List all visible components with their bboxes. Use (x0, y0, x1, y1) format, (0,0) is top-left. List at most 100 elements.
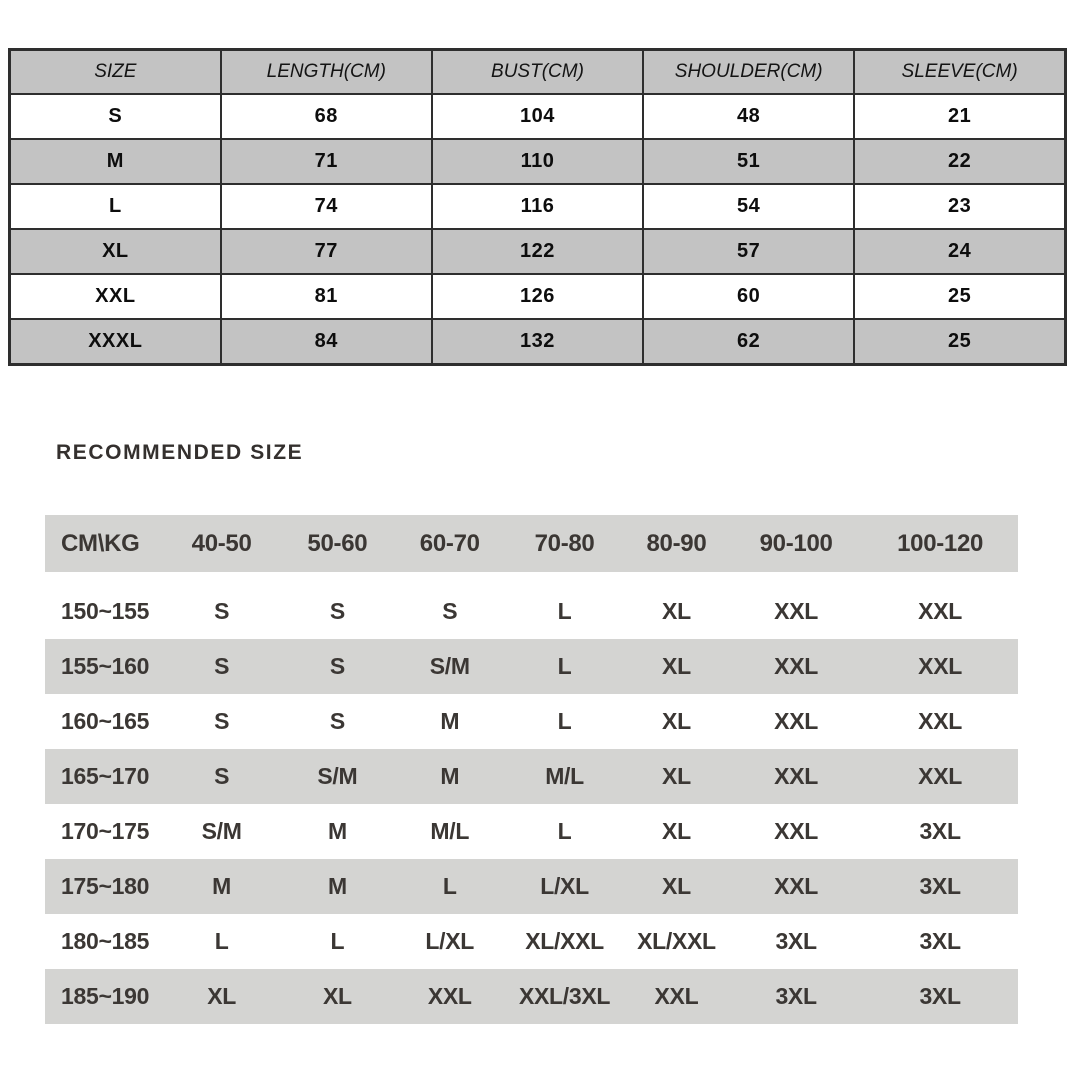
shoulder-cell: 51 (642, 138, 856, 185)
size-value: XXL (427, 983, 472, 1009)
height-range-label: 175~180 (61, 873, 150, 899)
size-value: XXL (918, 598, 962, 624)
size-value: XXL (774, 818, 819, 844)
size-value: S (329, 708, 345, 734)
length-cell: 84 (219, 318, 433, 366)
size-value: S/M (429, 653, 470, 679)
size-value: M (327, 873, 347, 899)
size-value: L (214, 928, 229, 954)
size-value: XL (662, 818, 691, 844)
height-range-label: 150~155 (61, 598, 150, 624)
table-row: 150~155 S S S L XL XXL XXL (45, 584, 1018, 639)
height-range-label: 180~185 (61, 928, 150, 954)
sleeve-cell: 25 (853, 318, 1067, 366)
length-cell: 81 (219, 273, 433, 320)
size-value: XL (662, 653, 691, 679)
size-value: XL/XXL (525, 928, 604, 954)
column-header-sleeve: SLEEVE(CM) (853, 48, 1067, 95)
size-cell: XXXL (8, 318, 222, 366)
table-row: S 68 104 48 21 (8, 93, 1067, 140)
size-value: S (214, 763, 230, 789)
size-value: XXL (918, 708, 962, 734)
table-row: 170~175 S/M M M/L L XL XXL 3XL (45, 804, 1018, 859)
bust-cell: 122 (430, 228, 645, 275)
size-value: XL (207, 983, 236, 1009)
size-value: XXL (774, 708, 819, 734)
bust-cell: 104 (430, 93, 645, 140)
recommended-size-title: RECOMMENDED SIZE (56, 441, 304, 464)
size-value: XXL (654, 983, 699, 1009)
size-value: L/XL (540, 873, 589, 899)
size-value: L (330, 928, 345, 954)
recommended-header-row: CM\KG 40-50 50-60 60-70 70-80 80-90 90-1… (45, 515, 1018, 572)
size-table-header-row: SIZE LENGTH(CM) BUST(CM) SHOULDER(CM) SL… (8, 48, 1067, 95)
size-value: M (212, 873, 232, 899)
column-header-80-90: 80-90 (646, 529, 707, 557)
size-value: 3XL (919, 928, 961, 954)
size-value: 3XL (919, 873, 961, 899)
table-row: 155~160 S S S/M L XL XXL XXL (45, 639, 1018, 694)
table-row: 185~190 XL XL XXL XXL/3XL XXL 3XL 3XL (45, 969, 1018, 1024)
size-value: XL (662, 873, 691, 899)
size-value: S (214, 708, 230, 734)
table-row: 165~170 S S/M M M/L XL XXL XXL (45, 749, 1018, 804)
shoulder-cell: 48 (642, 93, 856, 140)
size-cell: L (8, 183, 222, 230)
size-value: 3XL (775, 983, 817, 1009)
table-row: XXXL 84 132 62 25 (8, 318, 1067, 366)
bust-cell: 126 (430, 273, 645, 320)
bust-cell: 110 (430, 138, 645, 185)
size-value: 3XL (919, 818, 961, 844)
column-header-100-120: 100-120 (897, 529, 984, 557)
bust-cell: 132 (430, 318, 645, 366)
column-header-50-60: 50-60 (307, 529, 368, 557)
size-cell: XL (8, 228, 222, 275)
height-range-label: 155~160 (61, 653, 150, 679)
sleeve-cell: 23 (853, 183, 1067, 230)
size-value: M (327, 818, 347, 844)
size-value: S (442, 598, 458, 624)
size-value: XXL (774, 653, 819, 679)
column-header-length: LENGTH(CM) (219, 48, 433, 95)
column-header-size: SIZE (8, 48, 222, 95)
table-row: L 74 116 54 23 (8, 183, 1067, 230)
table-row: 160~165 S S M L XL XXL XXL (45, 694, 1018, 749)
size-value: S (329, 598, 345, 624)
size-value: M (440, 708, 460, 734)
column-header-70-80: 70-80 (534, 529, 595, 557)
size-value: XXL (774, 873, 819, 899)
shoulder-cell: 57 (642, 228, 856, 275)
column-header-cm-kg: CM\KG (61, 529, 140, 557)
size-value: S (214, 653, 230, 679)
sleeve-cell: 22 (853, 138, 1067, 185)
size-cell: M (8, 138, 222, 185)
size-value: L/XL (425, 928, 475, 954)
bust-cell: 116 (430, 183, 645, 230)
column-header-bust: BUST(CM) (430, 48, 645, 95)
size-value: L (442, 873, 457, 899)
size-value: XL (322, 983, 352, 1009)
size-value: M (440, 763, 460, 789)
size-value: L (557, 598, 572, 624)
size-value: XXL (774, 598, 819, 624)
length-cell: 68 (219, 93, 433, 140)
size-value: S/M (317, 763, 358, 789)
sleeve-cell: 24 (853, 228, 1067, 275)
size-value: XXL/3XL (518, 983, 611, 1009)
table-row: XXL 81 126 60 25 (8, 273, 1067, 320)
size-value: XL (662, 708, 691, 734)
recommended-size-table: CM\KG 40-50 50-60 60-70 70-80 80-90 90-1… (45, 515, 1018, 1024)
table-row: M 71 110 51 22 (8, 138, 1067, 185)
length-cell: 74 (219, 183, 433, 230)
shoulder-cell: 54 (642, 183, 856, 230)
table-row: 175~180 M M L L/XL XL XXL 3XL (45, 859, 1018, 914)
size-measurements-table: SIZE LENGTH(CM) BUST(CM) SHOULDER(CM) SL… (8, 48, 1067, 366)
size-value: XXL (918, 763, 962, 789)
height-range-label: 185~190 (61, 983, 150, 1009)
size-value: XL/XXL (637, 928, 716, 954)
size-cell: XXL (8, 273, 222, 320)
size-value: M/L (430, 818, 470, 844)
size-value: XL (662, 598, 691, 624)
length-cell: 71 (219, 138, 433, 185)
